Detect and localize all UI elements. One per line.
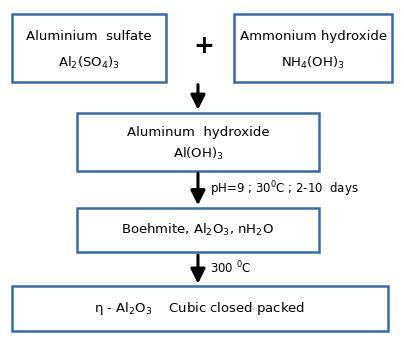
Text: pH=9 ; 30$^0$C ; 2-10  days: pH=9 ; 30$^0$C ; 2-10 days xyxy=(210,179,359,199)
FancyBboxPatch shape xyxy=(77,208,319,252)
Text: Al(OH)$_3$: Al(OH)$_3$ xyxy=(173,146,223,162)
FancyBboxPatch shape xyxy=(12,286,388,331)
Text: Aluminum  hydroxide: Aluminum hydroxide xyxy=(126,126,269,139)
FancyBboxPatch shape xyxy=(234,14,392,82)
FancyBboxPatch shape xyxy=(77,113,319,170)
Text: Aluminium  sulfate: Aluminium sulfate xyxy=(26,30,152,43)
Text: 300 $^0$C: 300 $^0$C xyxy=(210,260,252,276)
Text: Boehmite, Al$_2$O$_3$, nH$_2$O: Boehmite, Al$_2$O$_3$, nH$_2$O xyxy=(122,222,274,238)
Text: Ammonium hydroxide: Ammonium hydroxide xyxy=(240,30,387,43)
Text: Al$_2$(SO$_4$)$_3$: Al$_2$(SO$_4$)$_3$ xyxy=(58,55,120,71)
Text: η - Al$_2$O$_3$    Cubic closed packed: η - Al$_2$O$_3$ Cubic closed packed xyxy=(95,300,305,317)
FancyBboxPatch shape xyxy=(12,14,166,82)
Text: NH$_4$(OH)$_3$: NH$_4$(OH)$_3$ xyxy=(281,55,345,71)
Text: +: + xyxy=(194,34,215,58)
